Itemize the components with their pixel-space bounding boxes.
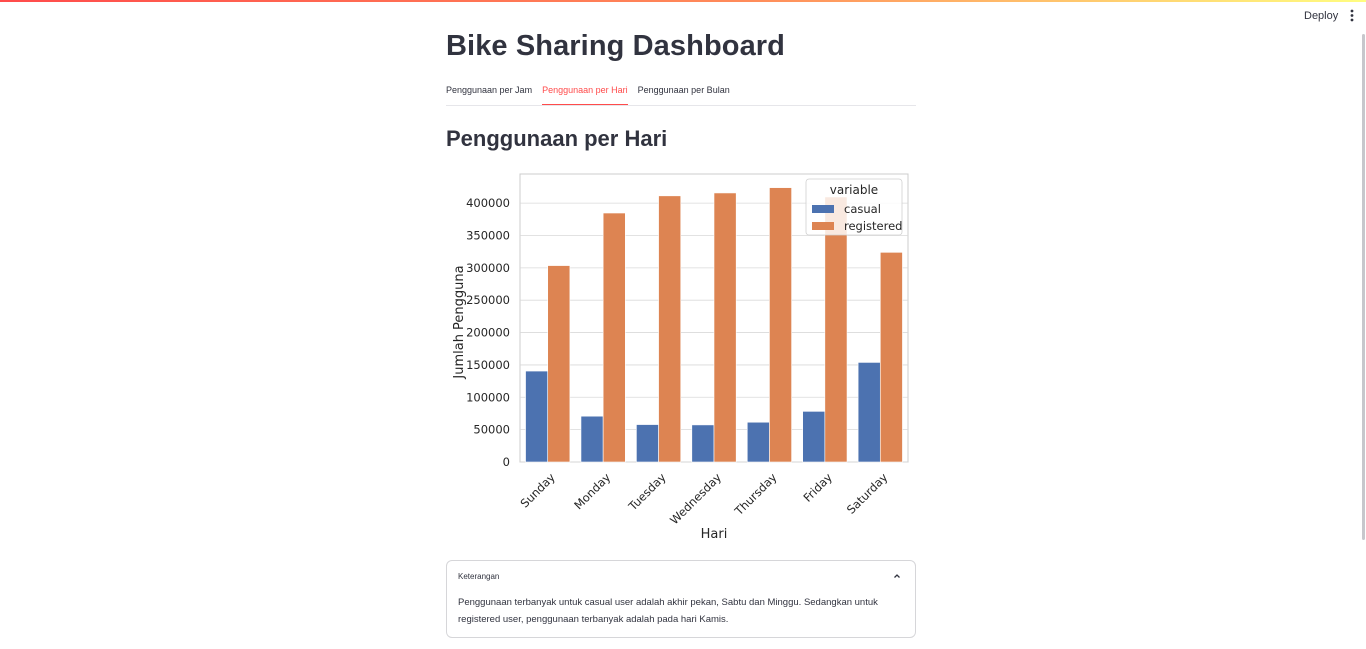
x-tick-label: Wednesday: [667, 470, 724, 527]
bar-registered-saturday: [879, 252, 903, 463]
legend-swatch-registered: [812, 222, 834, 230]
y-axis-label: Jumlah Pengguna: [452, 265, 467, 379]
legend-label-registered: registered: [844, 219, 902, 233]
bar-casual-monday: [580, 415, 604, 463]
legend-label-casual: casual: [844, 202, 881, 216]
bar-casual-thursday: [746, 421, 770, 463]
y-tick-label: 100000: [466, 390, 510, 404]
y-tick-label: 250000: [466, 293, 510, 307]
x-tick-label: Sunday: [518, 470, 558, 510]
expander-label: Keterangan: [458, 572, 500, 581]
x-tick-label: Saturday: [844, 470, 891, 517]
bar-registered-monday: [602, 212, 626, 463]
legend-title: variable: [830, 183, 878, 197]
bar-registered-thursday: [769, 187, 792, 463]
bar-chart: 0 50000 100000 150000 200000 250000 300000 3500…: [452, 173, 909, 542]
tab-penggunaan-per-hari[interactable]: Penggunaan per Hari: [542, 79, 628, 105]
deploy-button[interactable]: Deploy: [1304, 10, 1339, 22]
tab-penggunaan-per-jam[interactable]: Penggunaan per Jam: [446, 85, 533, 95]
expander-text: Penggunaan terbanyak untuk casual user a…: [458, 597, 878, 625]
y-tick-label: 300000: [466, 261, 510, 275]
x-axis-label: Hari: [701, 527, 728, 542]
bar-registered-wednesday: [713, 192, 737, 463]
bar-casual-wednesday: [691, 424, 715, 463]
keterangan-expander: Keterangan Penggunaan terbanyak untuk ca…: [446, 560, 916, 638]
y-tick-label: 350000: [466, 228, 510, 242]
bar-casual-tuesday: [636, 424, 659, 463]
bar-registered-sunday: [547, 265, 571, 463]
section-title: Penggunaan per Hari: [446, 126, 668, 151]
y-tick-label: 0: [503, 455, 510, 469]
tab-bar: Penggunaan per Jam Penggunaan per Hari P…: [446, 79, 916, 106]
bar-casual-sunday: [525, 370, 549, 463]
tab-penggunaan-per-bulan[interactable]: Penggunaan per Bulan: [637, 85, 730, 95]
y-tick-label: 50000: [473, 423, 510, 437]
x-tick-label: Tuesday: [625, 470, 669, 514]
chevron-up-icon: [894, 574, 900, 578]
bar-registered-tuesday: [658, 195, 682, 463]
bar-registered-friday: [824, 196, 848, 463]
x-tick-label: Thursday: [731, 470, 780, 519]
page-title: Bike Sharing Dashboard: [446, 30, 785, 62]
expander-header[interactable]: Keterangan: [447, 561, 915, 591]
x-tick-label: Friday: [800, 470, 835, 505]
chart-legend: [805, 178, 903, 236]
top-accent-bar: [0, 0, 1366, 2]
y-tick-label: 150000: [466, 358, 510, 372]
vertical-dots-icon[interactable]: [1346, 6, 1358, 24]
bar-casual-friday: [802, 411, 826, 463]
x-tick-label: Monday: [571, 470, 613, 512]
y-tick-label: 400000: [466, 196, 510, 210]
legend-swatch-casual: [812, 205, 834, 213]
y-tick-label: 200000: [466, 326, 510, 340]
page-scrollbar[interactable]: [1362, 34, 1365, 540]
bar-casual-saturday: [857, 362, 881, 463]
